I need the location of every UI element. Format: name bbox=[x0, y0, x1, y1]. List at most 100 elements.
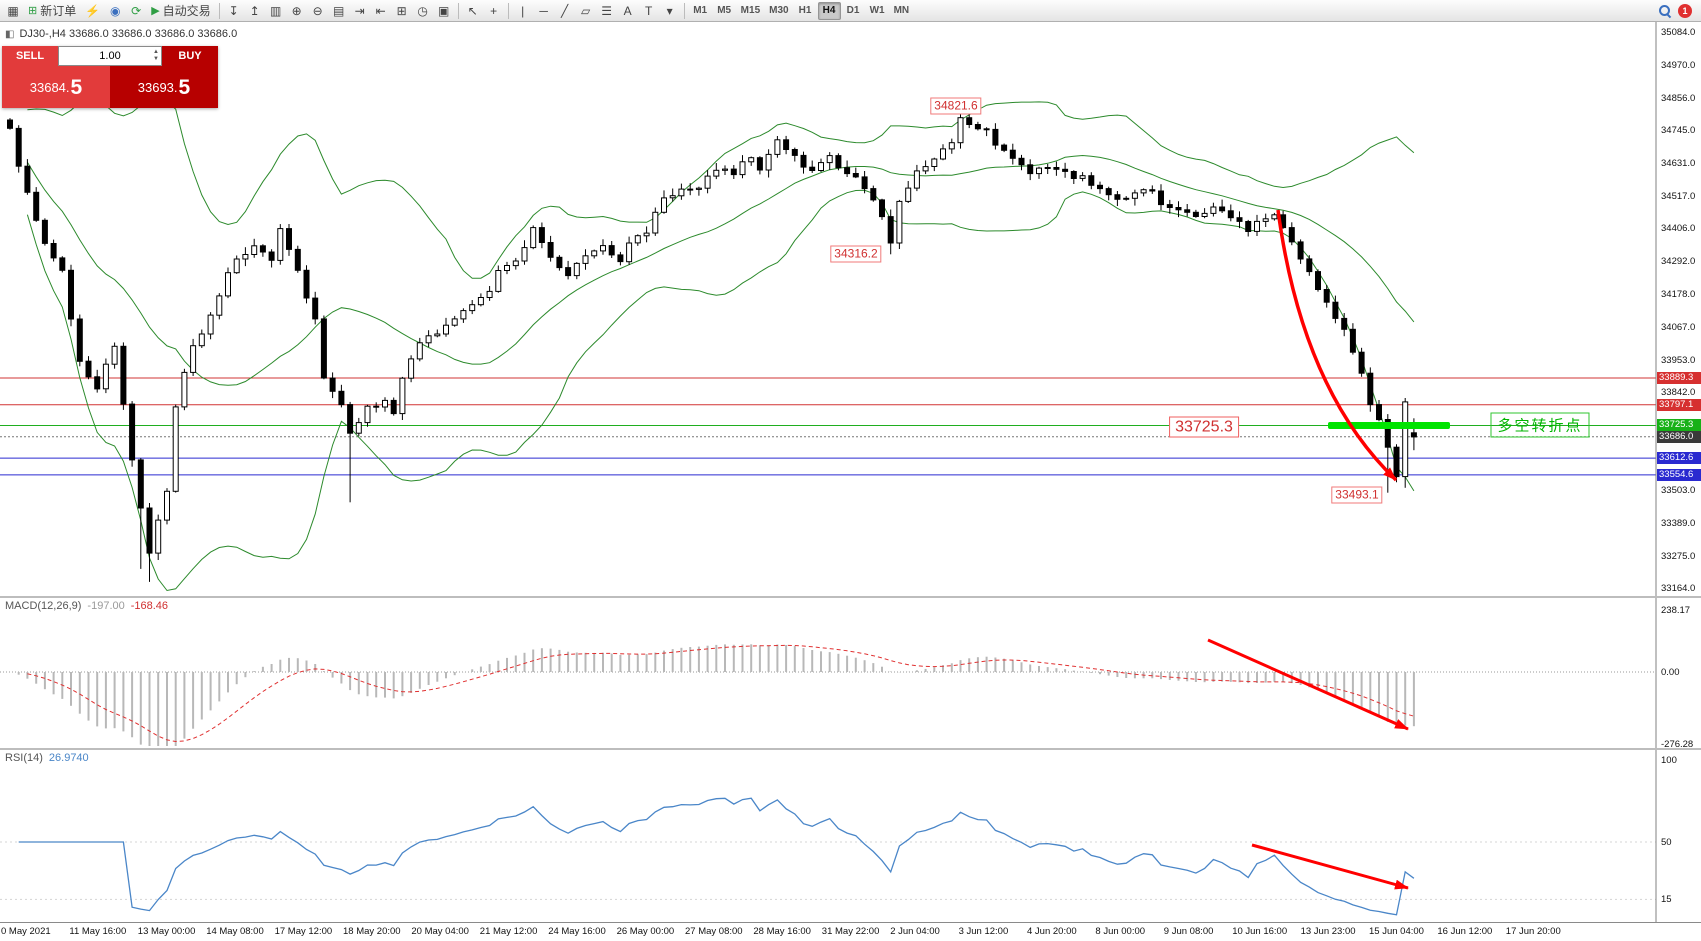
auto-scroll-icon[interactable]: ⇥ bbox=[354, 3, 365, 18]
period-clock-icon[interactable]: ◷ bbox=[417, 3, 428, 18]
time-axis-label: 31 May 22:00 bbox=[821, 926, 880, 937]
toolbar: ▦ ⊞ 新订单 ⚡ ◉ ⟳ ▶ 自动交易 ↧ ↥ ▥ ⊕ ⊖ ▤ ⇥ ⇤ ⊞ ◷ ▣ ↖ + | ─ ╱ ▱ ☰ A… bbox=[0, 0, 1701, 22]
price-axis-label: 34631.0 bbox=[1661, 158, 1696, 170]
timeframe-W1[interactable]: W1 bbox=[869, 5, 885, 16]
chart-shift-icon[interactable]: ⇤ bbox=[375, 3, 386, 18]
template-icon[interactable]: ▥ bbox=[270, 3, 282, 18]
turning-price-label[interactable]: 33725.3 bbox=[1169, 416, 1239, 438]
price-axis-label: 33953.0 bbox=[1661, 354, 1696, 366]
chart-icon: ◧ bbox=[5, 28, 15, 40]
price-annotation-label[interactable]: 33493.1 bbox=[1331, 486, 1383, 504]
profiles-icon[interactable]: ◉ bbox=[109, 3, 121, 18]
shapes-icon[interactable]: ▾ bbox=[666, 3, 673, 18]
zoom-out-icon[interactable]: ⊖ bbox=[312, 3, 323, 18]
time-axis-label: 24 May 16:00 bbox=[548, 926, 606, 937]
lightning-icon[interactable]: ⚡ bbox=[85, 3, 101, 18]
macd-axis-label: -276.28 bbox=[1661, 738, 1694, 750]
new-order-icon: ⊞ bbox=[28, 5, 38, 17]
turning-point-text-label[interactable]: 多空转折点 bbox=[1490, 412, 1590, 438]
zoom-in-icon[interactable]: ⊕ bbox=[291, 3, 302, 18]
main-chart-area[interactable] bbox=[0, 22, 1656, 596]
symbol-ohlc-text: DJ30-,H4 33686.0 33686.0 33686.0 33686.0 bbox=[19, 28, 238, 40]
timeframe-M5[interactable]: M5 bbox=[717, 5, 732, 16]
time-axis-label: 21 May 12:00 bbox=[479, 926, 538, 937]
timeframe-H1[interactable]: H1 bbox=[798, 5, 812, 16]
rsi-axis-label: 100 bbox=[1661, 755, 1677, 766]
time-axis-label: 10 Jun 16:00 bbox=[1232, 926, 1288, 937]
time-axis-label: 11 May 16:00 bbox=[69, 926, 127, 937]
rsi-value: 26.9740 bbox=[48, 752, 89, 764]
autotrade-button[interactable]: ▶ 自动交易 bbox=[147, 2, 214, 20]
volume-input[interactable]: 1.00 ▲ ▼ bbox=[58, 46, 162, 66]
volume-stepper[interactable]: ▲ ▼ bbox=[153, 49, 159, 62]
price-axis-label: 34406.0 bbox=[1661, 223, 1696, 235]
volume-value: 1.00 bbox=[99, 50, 121, 62]
macd-panel-area[interactable] bbox=[0, 598, 1656, 748]
timeframe-M15[interactable]: M15 bbox=[740, 5, 761, 16]
sell-button[interactable]: SELL bbox=[2, 46, 58, 66]
price-axis-label: 33164.0 bbox=[1661, 583, 1696, 594]
cursor-icon[interactable]: ↖ bbox=[467, 3, 478, 18]
time-axis-label: 27 May 08:00 bbox=[685, 926, 743, 937]
price-axis-label: 33389.0 bbox=[1661, 517, 1696, 529]
vertical-line-icon[interactable]: | bbox=[521, 3, 525, 18]
time-axis-label: 9 Jun 08:00 bbox=[1163, 926, 1214, 937]
timeframe-D1[interactable]: D1 bbox=[846, 5, 860, 16]
time-axis-label: 4 Jun 20:00 bbox=[1027, 926, 1077, 937]
text-icon[interactable]: A bbox=[623, 3, 632, 18]
channel-icon[interactable]: ▱ bbox=[581, 3, 591, 18]
macd-axis-label: 0.00 bbox=[1661, 667, 1680, 678]
time-axis-label: 13 May 00:00 bbox=[137, 926, 196, 937]
time-axis-separator bbox=[0, 922, 1701, 923]
new-order-button[interactable]: ⊞ 新订单 bbox=[24, 2, 80, 20]
macd-signal-value: -168.46 bbox=[130, 600, 169, 612]
time-axis-label: 2 Jun 04:00 bbox=[890, 926, 940, 937]
price-annotation-label[interactable]: 34821.6 bbox=[930, 97, 982, 115]
object-list-icon[interactable]: ↥ bbox=[249, 3, 260, 18]
toolbar-separator bbox=[683, 2, 685, 19]
one-click-trading-panel: SELL 1.00 ▲ ▼ BUY 33684. 5 33693. 5 bbox=[2, 46, 218, 108]
timeframe-M30[interactable]: M30 bbox=[769, 5, 789, 16]
trendline-icon[interactable]: ╱ bbox=[561, 3, 569, 18]
horizontal-line-icon[interactable]: ─ bbox=[539, 3, 548, 18]
timeframe-MN[interactable]: MN bbox=[893, 5, 910, 16]
buy-price-button[interactable]: 33693. 5 bbox=[110, 66, 218, 108]
search-icon[interactable] bbox=[1658, 4, 1671, 17]
price-axis-label: 34517.0 bbox=[1661, 191, 1696, 203]
new-chart-icon[interactable]: ⊞ bbox=[396, 3, 407, 18]
buy-button[interactable]: BUY bbox=[162, 46, 218, 66]
price-badge: 33725.3 bbox=[1657, 419, 1701, 432]
buy-price-big-digit: 5 bbox=[178, 75, 191, 99]
refresh-icon[interactable]: ⟳ bbox=[131, 3, 142, 18]
price-badge: 33554.6 bbox=[1657, 468, 1701, 481]
crosshair-icon[interactable]: + bbox=[490, 3, 498, 18]
rsi-panel-area[interactable] bbox=[0, 750, 1656, 922]
chart-window-icon[interactable]: ▦ bbox=[7, 3, 19, 18]
price-axis-label: 34067.0 bbox=[1661, 321, 1696, 333]
price-axis-label: 34178.0 bbox=[1661, 289, 1696, 301]
snapshot-icon[interactable]: ▣ bbox=[438, 3, 450, 18]
rsi-name: RSI(14) bbox=[5, 752, 43, 764]
panel-separator[interactable] bbox=[0, 748, 1701, 750]
label-icon[interactable]: T bbox=[645, 3, 653, 18]
price-badge: 33686.0 bbox=[1657, 430, 1701, 443]
price-axis-label: 33275.0 bbox=[1661, 550, 1696, 562]
timeframe-M1[interactable]: M1 bbox=[693, 5, 708, 16]
timeframe-H4[interactable]: H4 bbox=[817, 1, 841, 20]
time-axis-label: 17 May 12:00 bbox=[274, 926, 333, 937]
price-axis-label: 33503.0 bbox=[1661, 484, 1696, 496]
time-axis-label: 14 May 08:00 bbox=[206, 926, 264, 937]
time-axis-label: 26 May 00:00 bbox=[616, 926, 675, 937]
sell-price-button[interactable]: 33684. 5 bbox=[2, 66, 110, 108]
macd-name: MACD(12,26,9) bbox=[5, 600, 82, 612]
price-axis-label: 34292.0 bbox=[1661, 256, 1696, 268]
price-annotation-label[interactable]: 34316.2 bbox=[830, 245, 882, 263]
tile-windows-icon[interactable]: ▤ bbox=[333, 3, 345, 18]
indicator-list-icon[interactable]: ↧ bbox=[228, 3, 239, 18]
panel-separator[interactable] bbox=[0, 596, 1701, 598]
fibonacci-icon[interactable]: ☰ bbox=[601, 3, 613, 18]
price-axis-label: 34970.0 bbox=[1661, 60, 1696, 71]
notification-badge[interactable]: 1 bbox=[1678, 3, 1692, 18]
